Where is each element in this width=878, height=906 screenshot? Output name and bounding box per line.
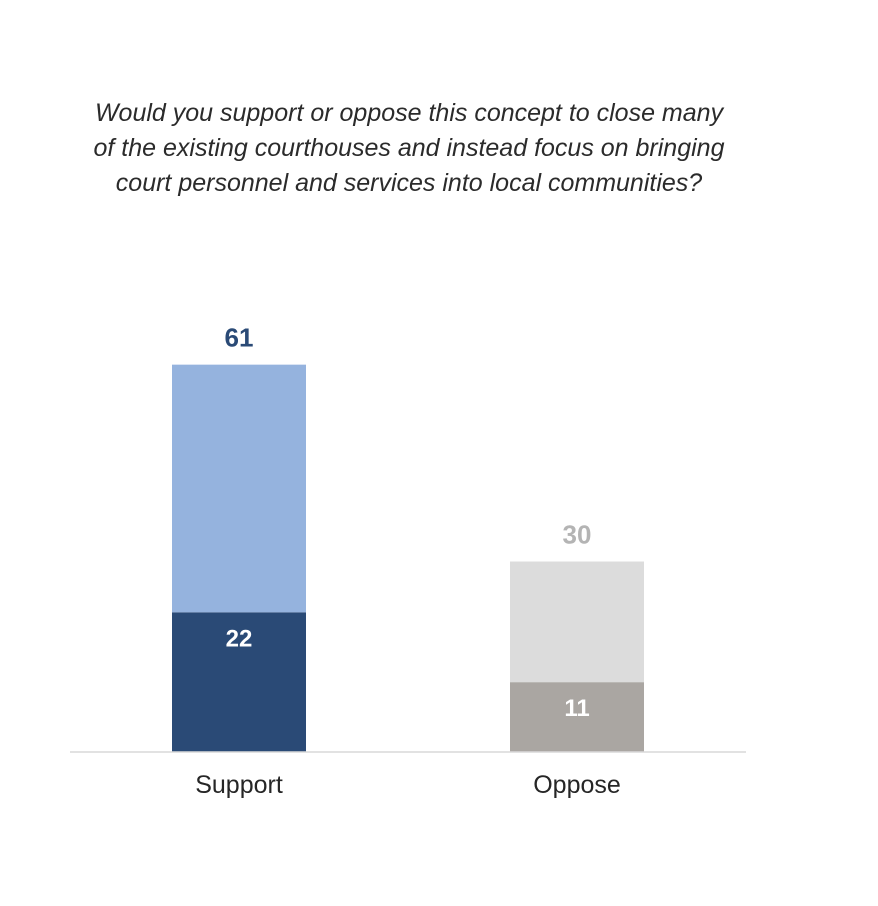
labels-layer: 22 61 Support 11 30 Oppose	[195, 323, 621, 799]
category-label: Support	[195, 771, 283, 799]
chart-title: Would you support or oppose this concept…	[93, 99, 725, 197]
bars-layer	[172, 364, 644, 752]
segment-value-label: 11	[564, 695, 589, 722]
category-label: Oppose	[533, 771, 621, 799]
total-value-label: 30	[563, 520, 592, 550]
bar-segment-support-1	[172, 364, 306, 613]
bar-segment-oppose-0	[510, 682, 644, 752]
bar-segment-support-0	[172, 612, 306, 752]
total-value-label: 61	[225, 323, 254, 353]
segment-value-label: 22	[226, 625, 253, 652]
bar-segment-oppose-1	[510, 561, 644, 683]
